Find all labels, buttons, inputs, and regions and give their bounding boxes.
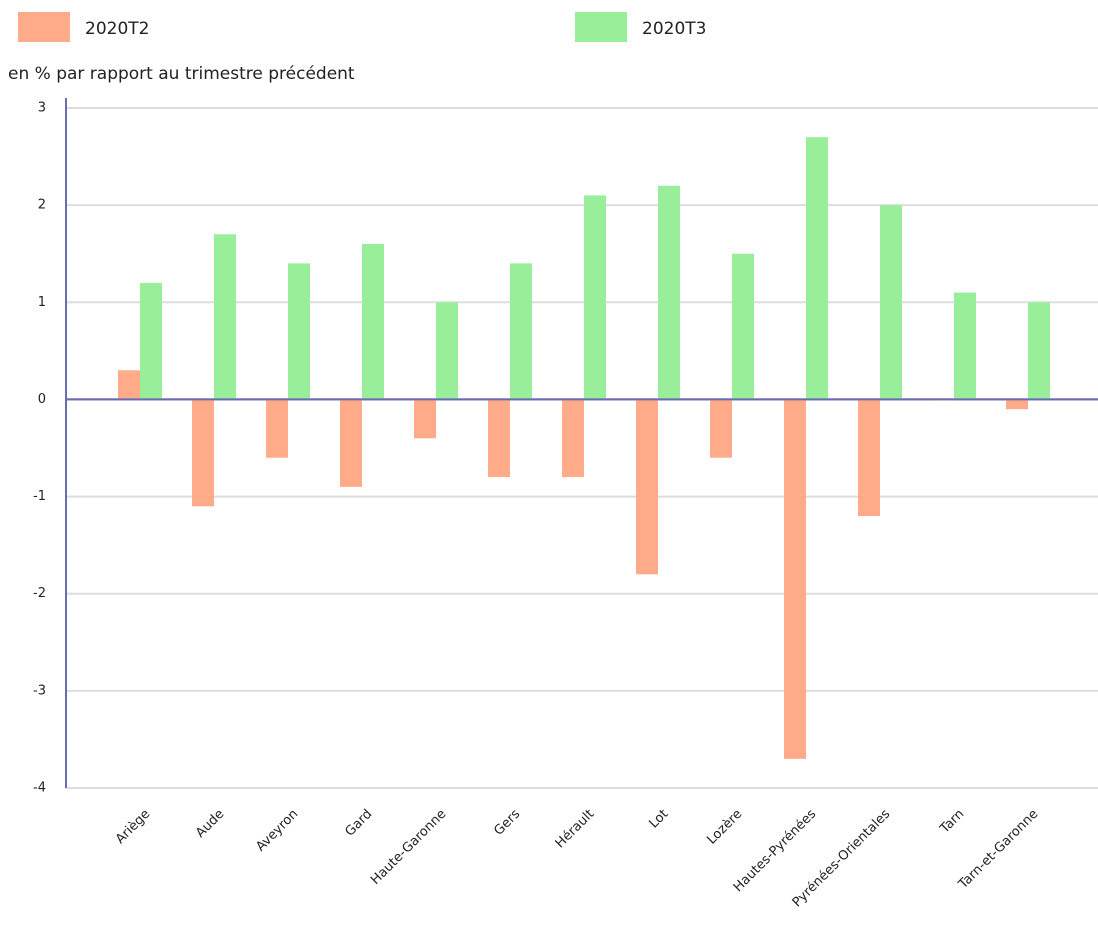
legend-swatch [18, 12, 70, 42]
y-tick-label: 1 [38, 295, 46, 310]
y-tick-label: 2 [38, 198, 46, 213]
y-tick-label: 0 [38, 392, 46, 407]
y-tick-label: -1 [33, 489, 46, 504]
bar [488, 399, 510, 478]
x-tick-label: Gard [342, 807, 375, 840]
bar [362, 244, 384, 400]
x-tick-label: Ariège [113, 807, 153, 847]
bar [806, 137, 828, 400]
x-tick-label: Lozère [704, 807, 745, 848]
bar [192, 399, 214, 507]
bar [140, 282, 162, 400]
y-tick-label: -4 [33, 781, 46, 796]
bar [266, 399, 288, 458]
x-tick-label: Lot [646, 807, 671, 832]
legend-label: 2020T3 [642, 19, 706, 39]
y-tick-label: 3 [38, 101, 46, 116]
subtitle: en % par rapport au trimestre précédent [8, 64, 355, 84]
x-tick-label: Aude [193, 807, 227, 841]
bar [636, 399, 658, 575]
x-tick-label: Tarn [937, 807, 967, 837]
y-tick-label: -2 [33, 586, 46, 601]
bar [954, 292, 976, 400]
bar [214, 234, 236, 400]
bar [562, 399, 584, 478]
bar [710, 399, 732, 458]
bar [414, 399, 436, 439]
legend-label: 2020T2 [85, 19, 149, 39]
bar [732, 253, 754, 400]
bar [858, 399, 880, 516]
bar [1028, 302, 1050, 400]
bar [510, 263, 532, 400]
x-tick-label: Gers [491, 807, 523, 839]
x-tick-label: Tarn-et-Garonne [955, 807, 1041, 893]
bar [584, 195, 606, 400]
bar [784, 399, 806, 759]
x-tick-label: Aveyron [253, 807, 301, 855]
bar [1006, 399, 1028, 410]
bar [340, 399, 362, 487]
bar [118, 370, 140, 400]
x-tick-label: Hérault [553, 807, 598, 852]
y-tick-label: -3 [33, 683, 46, 698]
x-tick-label: Haute-Garonne [368, 807, 449, 888]
legend-swatch [575, 12, 627, 42]
bar [288, 263, 310, 400]
bar [880, 205, 902, 400]
bar [658, 185, 680, 400]
bar [436, 302, 458, 400]
